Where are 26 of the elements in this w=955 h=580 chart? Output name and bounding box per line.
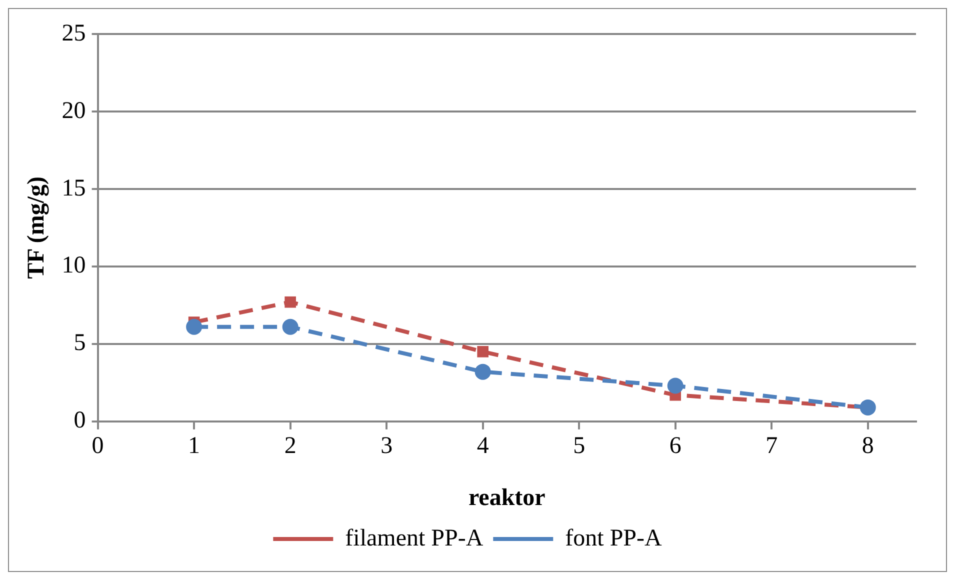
x-axis-title: reaktor xyxy=(468,484,546,511)
point xyxy=(282,318,298,335)
point xyxy=(667,378,684,394)
x-tick-label: 1 xyxy=(188,433,200,460)
legend-label: filament PP-A xyxy=(345,525,484,552)
x-tick-label: 2 xyxy=(284,433,296,460)
x-tick-label: 7 xyxy=(766,433,778,460)
point xyxy=(474,364,491,380)
y-tick-label: 0 xyxy=(74,408,86,434)
x-tick-label: 0 xyxy=(92,433,104,460)
x-tick-label: 8 xyxy=(862,433,874,460)
y-tick-label: 15 xyxy=(62,175,86,202)
point xyxy=(860,399,876,416)
point xyxy=(284,296,296,308)
y-tick-label: 20 xyxy=(62,98,86,124)
x-tick-label: 4 xyxy=(476,433,489,460)
y-tick-label: 10 xyxy=(62,252,86,279)
x-tick-label: 3 xyxy=(380,433,393,460)
point xyxy=(477,346,488,358)
x-tick-label: 5 xyxy=(573,433,586,460)
y-tick-label: 5 xyxy=(74,330,86,356)
point xyxy=(186,318,202,335)
x-tick-label: 6 xyxy=(669,433,682,460)
y-axis-title: TF (mg/g) xyxy=(24,176,50,279)
y-tick-label: 25 xyxy=(62,20,86,46)
legend-label: font PP-A xyxy=(565,525,662,552)
